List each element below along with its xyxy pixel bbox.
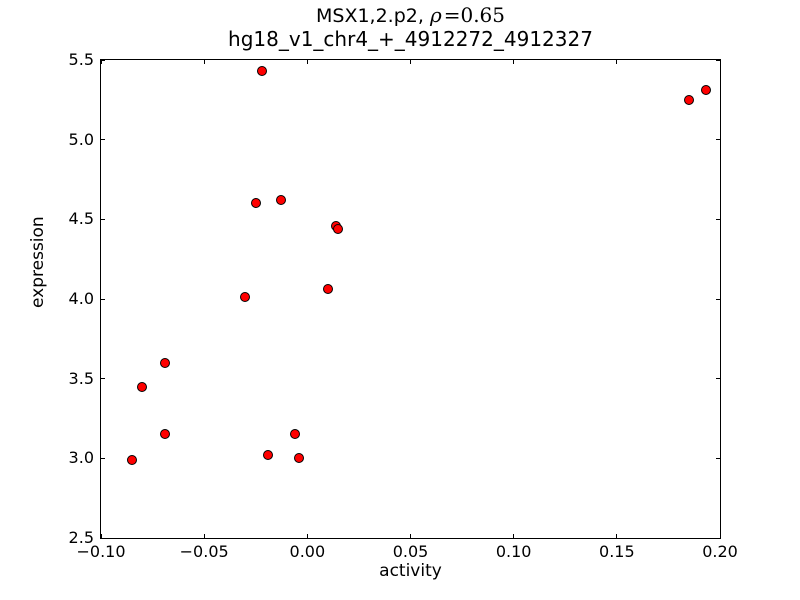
data-point xyxy=(240,292,251,303)
data-point xyxy=(137,381,148,392)
y-axis-right-tick xyxy=(716,298,720,300)
x-axis-tick xyxy=(203,534,205,538)
x-axis-tick xyxy=(100,534,102,538)
y-tick-label: 3.0 xyxy=(68,448,94,468)
x-axis-top-tick xyxy=(203,60,205,64)
chart-title: MSX1,2.p2, ρ =0.65 hg18_v1_chr4_+_4912272… xyxy=(100,4,721,51)
y-axis-tick xyxy=(101,139,105,141)
x-axis-top-tick xyxy=(100,60,102,64)
x-axis-top-tick xyxy=(306,60,308,64)
y-tick-label: 4.0 xyxy=(68,289,94,308)
y-tick-label: 2.5 xyxy=(68,528,94,547)
data-point xyxy=(700,85,711,96)
data-point xyxy=(275,195,286,206)
data-point xyxy=(684,94,695,105)
x-tick-label: 0.20 xyxy=(702,542,738,561)
y-axis-right-tick xyxy=(716,457,720,459)
y-tick-label: 4.5 xyxy=(68,209,94,229)
data-point xyxy=(159,357,170,368)
x-axis-tick xyxy=(410,534,411,538)
x-axis-label: activity xyxy=(379,561,442,581)
title-rho-value: =0.65 xyxy=(443,3,506,27)
data-point xyxy=(289,429,300,440)
y-tick-label: 5.5 xyxy=(68,50,94,69)
data-point xyxy=(294,453,305,464)
chart-subtitle: hg18_v1_chr4_+_4912272_4912327 xyxy=(228,26,593,51)
x-axis-top-tick xyxy=(616,60,618,64)
data-point xyxy=(126,454,137,465)
x-tick-label: 0.10 xyxy=(495,542,532,561)
x-tick-label: −0.10 xyxy=(76,542,126,561)
y-axis-right-tick xyxy=(716,139,720,141)
x-tick-label: 0.15 xyxy=(599,542,635,561)
data-point xyxy=(263,450,274,461)
chart-title-line1: MSX1,2.p2, ρ =0.65 xyxy=(100,4,721,28)
x-axis-tick xyxy=(306,534,308,538)
data-point xyxy=(322,284,333,295)
x-axis-top-tick xyxy=(719,60,721,64)
title-gene-name: MSX1,2.p2, xyxy=(315,5,430,27)
y-axis-tick xyxy=(101,537,105,539)
y-axis-label: expression xyxy=(28,216,48,308)
y-axis-right-tick xyxy=(716,218,720,220)
y-axis-tick xyxy=(101,59,105,61)
x-axis-tick xyxy=(719,534,721,538)
x-tick-label: 0.00 xyxy=(289,542,326,561)
data-point xyxy=(333,223,344,234)
x-tick-label: −0.05 xyxy=(179,542,229,561)
y-axis-tick xyxy=(101,298,105,300)
x-tick-label: 0.05 xyxy=(392,542,429,561)
y-axis-right-tick xyxy=(716,537,720,539)
y-axis-right-tick xyxy=(716,378,720,380)
data-point xyxy=(256,66,267,77)
y-axis-right-tick xyxy=(716,59,720,61)
title-rho-symbol: ρ xyxy=(429,3,442,27)
x-axis-tick xyxy=(616,534,618,538)
data-point xyxy=(159,429,170,440)
plot-area xyxy=(100,59,721,539)
y-axis-tick xyxy=(101,457,105,459)
x-axis-top-tick xyxy=(513,60,515,64)
y-tick-label: 5.0 xyxy=(68,129,94,149)
x-axis-tick xyxy=(513,534,515,538)
y-axis-tick xyxy=(101,218,105,220)
x-axis-top-tick xyxy=(410,60,411,64)
y-tick-label: 3.5 xyxy=(68,368,94,388)
y-axis-tick xyxy=(101,378,105,380)
data-point xyxy=(250,198,261,209)
